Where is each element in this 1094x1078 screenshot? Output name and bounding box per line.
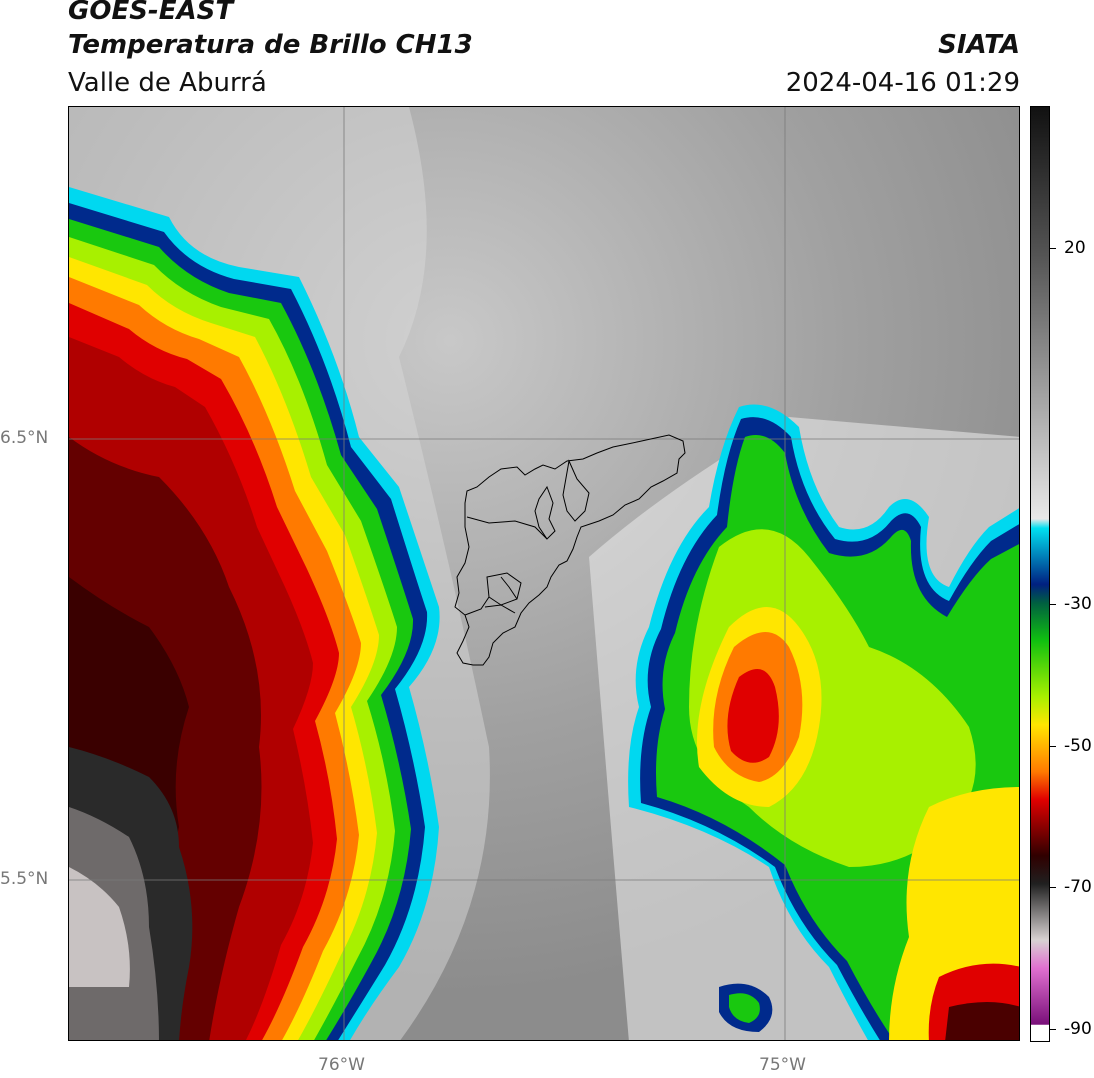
lat-label-6.5N: 6.5°N — [0, 428, 49, 448]
title-organization: SIATA — [938, 30, 1020, 60]
colorbar-tick-minus70 — [1050, 887, 1056, 888]
colorbar-label-minus50: -50 — [1064, 736, 1092, 756]
west-storm-system — [69, 187, 440, 1040]
lon-label-76W: 76°W — [318, 1055, 365, 1075]
colorbar-label-minus70: -70 — [1064, 877, 1092, 897]
map-canvas — [69, 107, 1019, 1040]
colorbar-label-minus30: -30 — [1064, 594, 1092, 614]
municipal-boundaries — [454, 434, 686, 666]
colorbar-gradient — [1031, 107, 1049, 1041]
title-timestamp: 2024-04-16 01:29 — [785, 68, 1020, 98]
lon-label-75W: 75°W — [759, 1055, 806, 1075]
lat-label-5.5N: 5.5°N — [0, 869, 49, 889]
satellite-map[interactable] — [68, 106, 1020, 1041]
temperature-colorbar — [1030, 106, 1050, 1042]
title-region: Valle de Aburrá — [68, 68, 267, 98]
title-product: Temperatura de Brillo CH13 — [68, 30, 473, 60]
east-storm-system — [628, 404, 1019, 1040]
colorbar-label-minus90: -90 — [1064, 1019, 1092, 1039]
colorbar-tick-20 — [1050, 248, 1056, 249]
title-satellite: GOES-EAST — [68, 0, 234, 26]
colorbar-tick-minus90 — [1050, 1029, 1056, 1030]
colorbar-tick-minus50 — [1050, 746, 1056, 747]
colorbar-tick-minus30 — [1050, 604, 1056, 605]
map-gridlines — [69, 107, 1019, 1040]
colorbar-label-20: 20 — [1064, 238, 1086, 258]
